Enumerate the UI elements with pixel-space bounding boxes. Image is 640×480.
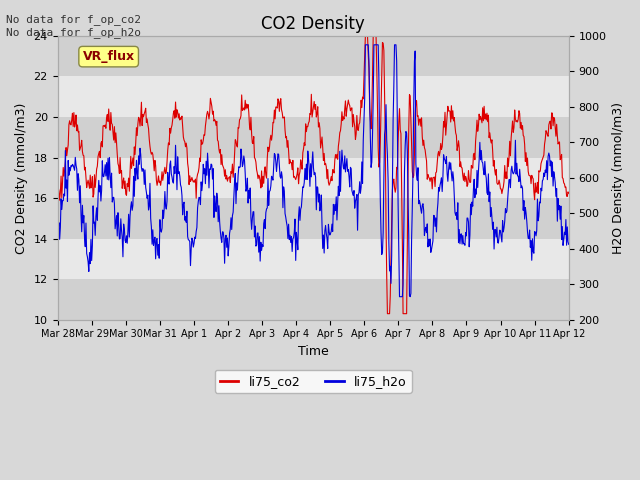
- Bar: [58, 279, 569, 320]
- Y-axis label: CO2 Density (mmol/m3): CO2 Density (mmol/m3): [15, 102, 28, 253]
- X-axis label: Time: Time: [298, 345, 328, 358]
- Bar: [58, 76, 569, 117]
- Bar: [58, 198, 569, 239]
- Title: CO2 Density: CO2 Density: [261, 15, 365, 33]
- Text: VR_flux: VR_flux: [83, 50, 134, 63]
- Bar: [58, 157, 569, 198]
- Text: No data for f_op_co2
No data for f_op_h2o: No data for f_op_co2 No data for f_op_h2…: [6, 14, 141, 38]
- Legend: li75_co2, li75_h2o: li75_co2, li75_h2o: [214, 370, 412, 393]
- Bar: [58, 239, 569, 279]
- Bar: [58, 117, 569, 157]
- Bar: [58, 36, 569, 76]
- Y-axis label: H2O Density (mmol/m3): H2O Density (mmol/m3): [612, 102, 625, 254]
